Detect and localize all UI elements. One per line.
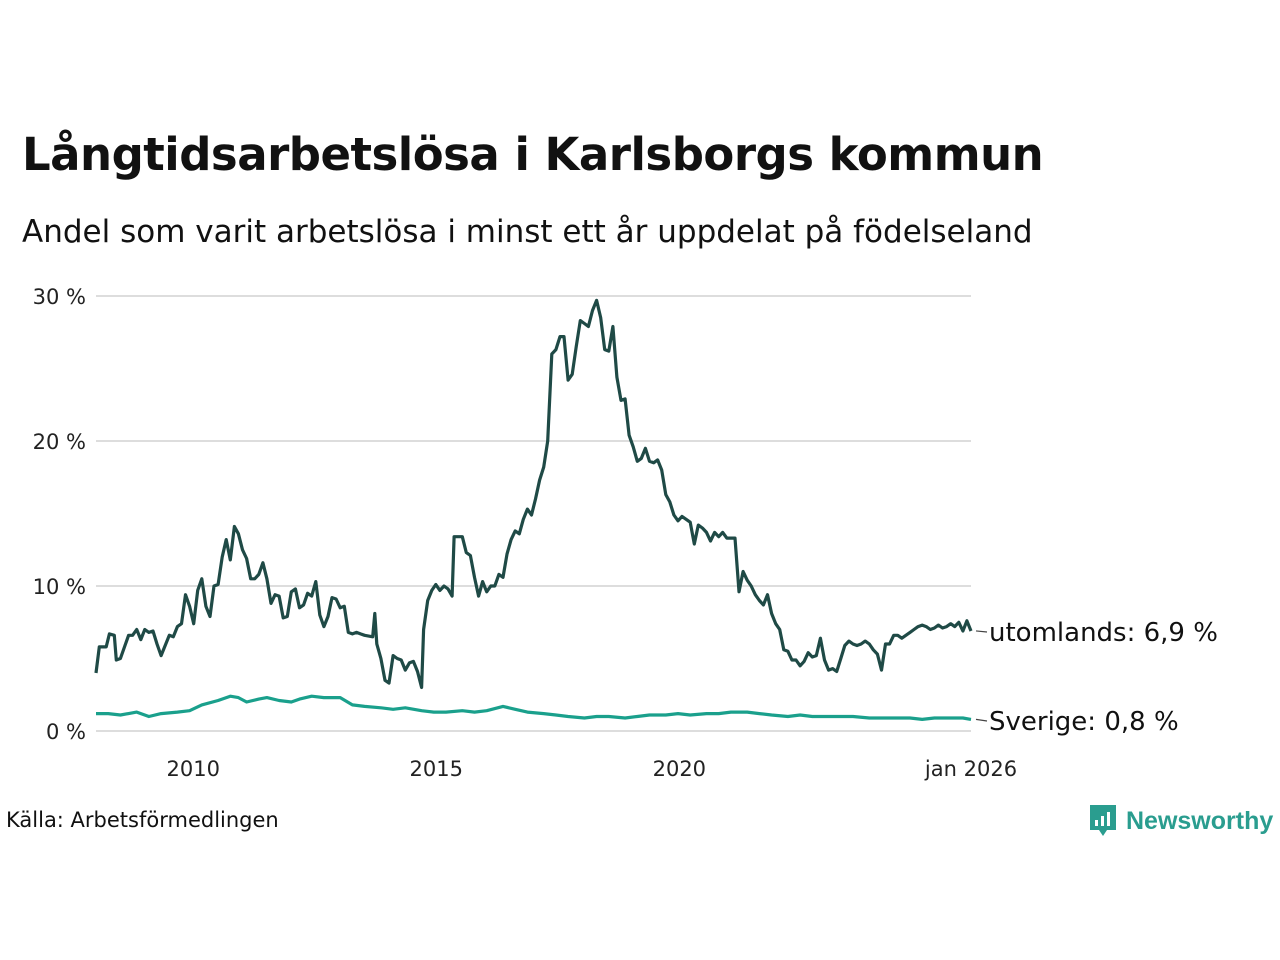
chart-title: Långtidsarbetslösa i Karlsborgs kommun — [22, 128, 1044, 181]
x-tick-label: 2010 — [166, 757, 219, 781]
x-tick-label: jan 2026 — [924, 757, 1017, 781]
y-tick-label: 10 % — [33, 575, 86, 599]
series-lines — [94, 298, 973, 721]
newsworthy-logo[interactable]: Newsworthy — [1088, 803, 1273, 839]
source-note: Källa: Arbetsförmedlingen — [6, 808, 279, 832]
chart-subtitle: Andel som varit arbetslösa i minst ett å… — [22, 214, 1033, 250]
newsworthy-logo-icon — [1090, 805, 1116, 836]
x-axis-tick-labels: 2010 2015 2020 jan 2026 — [166, 757, 1017, 781]
series-end-labels: utomlands: 6,9 % Sverige: 0,8 % — [975, 618, 1218, 737]
gridlines — [96, 295, 971, 732]
x-tick-label: 2015 — [410, 757, 463, 781]
end-label-sverige: Sverige: 0,8 % — [989, 707, 1179, 737]
x-tick-label: 2020 — [653, 757, 706, 781]
y-tick-label: 20 % — [33, 430, 86, 454]
y-axis-tick-labels: 0 % 10 % 20 % 30 % — [33, 285, 86, 744]
end-label-connector — [975, 718, 988, 722]
series-line-sverige — [96, 694, 972, 721]
y-tick-label: 0 % — [46, 720, 86, 744]
end-label-utomlands: utomlands: 6,9 % — [989, 618, 1218, 648]
newsworthy-logo-text: Newsworthy — [1126, 806, 1274, 835]
series-line-utomlands — [94, 298, 973, 690]
y-tick-label: 30 % — [33, 285, 86, 309]
end-label-connector — [975, 630, 988, 633]
